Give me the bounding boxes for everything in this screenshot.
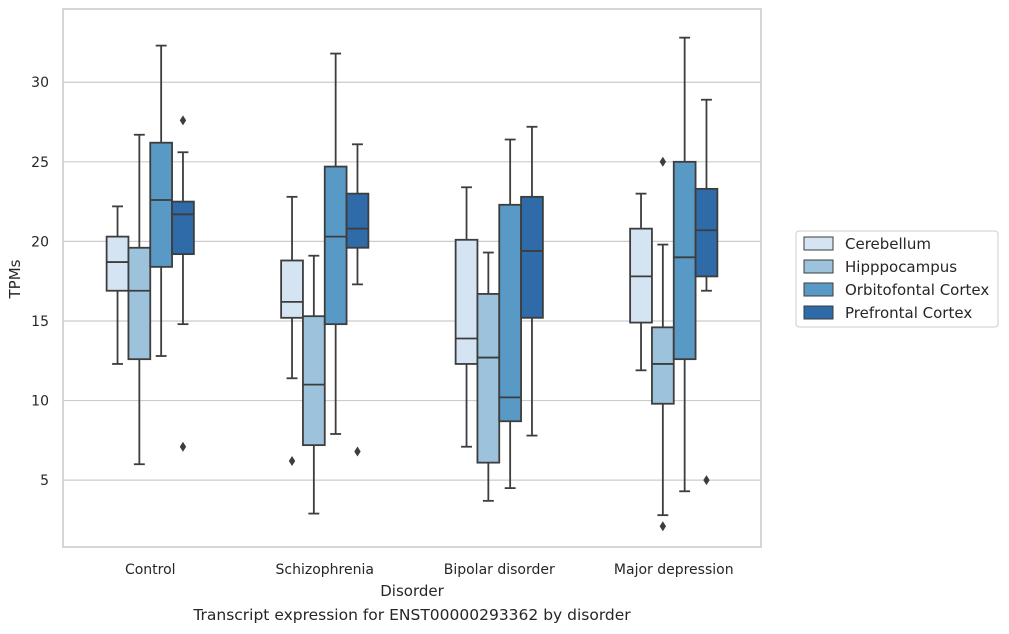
y-tick-label: 25 — [31, 155, 49, 171]
outlier-point — [659, 156, 667, 167]
y-tick-label: 20 — [31, 234, 49, 250]
outlier-point — [288, 456, 296, 467]
figure-caption: Transcript expression for ENST0000029336… — [193, 606, 631, 624]
y-tick-label: 30 — [31, 75, 49, 91]
box-body — [149, 141, 173, 268]
box-body — [476, 293, 501, 464]
box-body — [280, 259, 304, 319]
legend: Cerebellum Hipppocampus Orbitofontal Corte… — [795, 230, 999, 328]
box-cerebellum — [105, 205, 130, 365]
y-axis-label: TPMs — [6, 259, 24, 299]
box-hipppocampus — [476, 251, 501, 502]
x-tick-label: Schizophrenia — [276, 562, 374, 578]
box-cerebellum — [629, 192, 653, 372]
box-orbitofontal-cortex — [323, 52, 348, 435]
box-hipppocampus — [302, 254, 326, 515]
x-axis-label: Disorder — [380, 582, 444, 600]
y-tick-label: 10 — [31, 394, 49, 410]
box-body — [498, 203, 522, 423]
box-body — [105, 235, 130, 292]
legend-label: Cerebellum — [845, 235, 931, 253]
box-body — [520, 195, 544, 319]
box-body — [651, 326, 675, 405]
legend-label: Prefrontal Cortex — [845, 304, 972, 322]
box-prefrontal-cortex — [694, 98, 719, 486]
y-tick-label: 5 — [40, 473, 49, 489]
y-tick-label: 15 — [31, 314, 49, 330]
box-body — [127, 246, 152, 361]
legend-swatch — [803, 259, 834, 274]
box-body — [694, 187, 719, 278]
box-prefrontal-cortex — [171, 115, 195, 452]
legend-swatch — [803, 305, 834, 320]
box-hipppocampus — [651, 156, 675, 532]
legend-label: Orbitofontal Cortex — [845, 281, 989, 299]
box-body — [345, 192, 370, 249]
box-orbitofontal-cortex — [672, 36, 697, 493]
y-tick-labels: 5 10 15 20 25 30 — [31, 75, 49, 489]
box-cerebellum — [454, 186, 479, 448]
legend-swatch — [803, 236, 834, 251]
box-orbitofontal-cortex — [498, 138, 522, 490]
legend-swatch — [803, 282, 834, 297]
legend-frame — [795, 230, 999, 328]
box-body — [454, 238, 479, 365]
outlier-point — [703, 475, 710, 486]
box-groups — [105, 36, 719, 532]
legend-items: Cerebellum Hipppocampus Orbitofontal Corte… — [803, 235, 989, 322]
plot-frame — [62, 8, 762, 548]
box-orbitofontal-cortex — [149, 44, 173, 357]
box-cerebellum — [280, 195, 304, 467]
outlier-point — [179, 115, 187, 126]
box-prefrontal-cortex — [345, 143, 370, 457]
box-hipppocampus — [127, 133, 152, 466]
outlier-point — [659, 521, 667, 532]
x-tick-label: Control — [125, 562, 176, 578]
outlier-point — [179, 441, 187, 452]
legend-label: Hipppocampus — [845, 258, 957, 276]
box-body — [302, 315, 326, 447]
x-tick-label: Bipolar disorder — [444, 562, 555, 578]
outlier-point — [354, 446, 361, 457]
x-tick-label: Major depression — [614, 562, 734, 578]
box-body — [171, 200, 195, 256]
box-prefrontal-cortex — [520, 125, 544, 437]
x-tick-labels: Control Schizophrenia Bipolar disorder Majo… — [125, 562, 734, 578]
box-body — [672, 160, 697, 361]
box-body — [323, 165, 348, 326]
